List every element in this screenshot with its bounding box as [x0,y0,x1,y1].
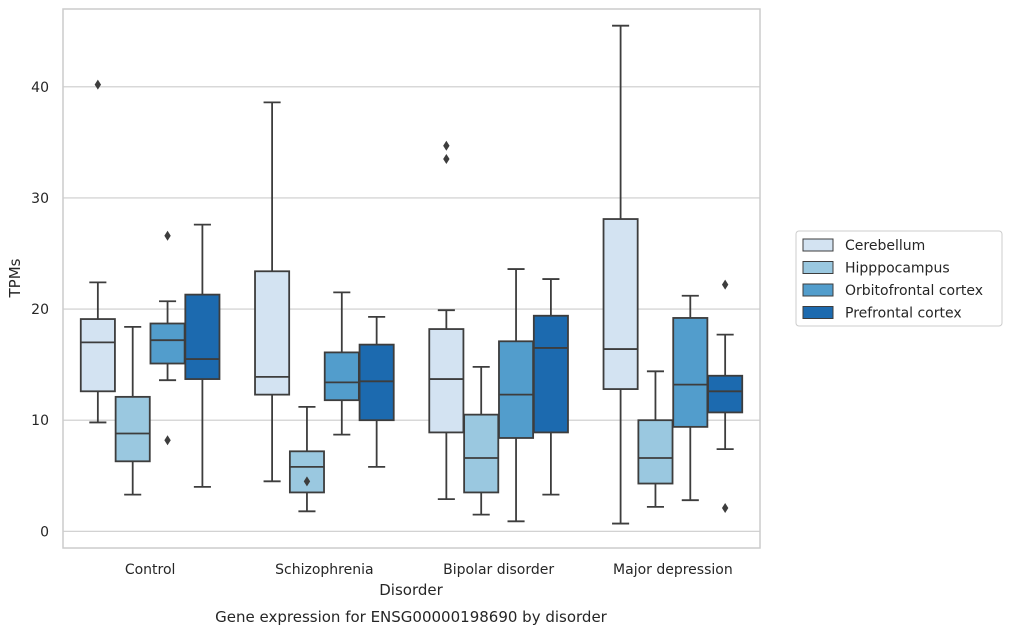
box-group [707,279,744,513]
box-iqr [149,322,186,365]
y-tick-label: 40 [31,80,49,96]
outlier-point [721,279,729,290]
x-axis-label: Disorder [379,581,443,599]
box-iqr [707,374,744,414]
legend-label: Hipppocampus [845,261,950,277]
box-iqr [79,318,116,393]
box-group [114,325,151,496]
grid-lines [63,86,760,532]
box-group [184,223,221,488]
box-group [428,140,465,501]
box-iqr [358,343,395,422]
x-tick-label: Schizophrenia [275,562,373,578]
box-group [498,268,535,523]
legend-swatch [802,261,834,274]
box-iqr [184,293,221,380]
y-tick-label: 0 [40,524,49,540]
box-iqr [254,270,291,396]
box-group [254,101,291,483]
outlier-point [303,476,311,487]
box-iqr [602,218,639,390]
box-iqr [463,413,500,494]
legend-swatch [802,306,834,319]
outlier-point [164,435,171,446]
legend: Cerebellum Hipppocampus Orbitofrontal cort… [795,230,1003,327]
box-group [79,79,116,424]
y-tick-label: 30 [31,191,49,207]
box-group [602,24,639,525]
box-iqr [114,395,151,463]
box-iqr [532,314,569,434]
x-tick-label: Major depression [613,562,733,578]
y-axis-label: TPMs [6,258,24,298]
x-tick-label: Bipolar disorder [443,562,554,578]
legend-swatch [802,238,834,252]
chart-title: Gene expression for ENSG00000198690 by d… [215,608,608,626]
y-tick-label: 20 [31,302,49,318]
box-group [532,278,569,496]
legend-label: Cerebellum [845,238,925,254]
box-group [358,315,395,468]
box-iqr [428,328,465,434]
y-tick-labels: 0 10 20 30 40 [31,80,49,541]
legend-label: Orbitofrontal cortex [845,283,983,299]
boxes [79,24,744,525]
outlier-point [164,230,171,241]
box-group [463,365,500,516]
box-iqr [672,317,709,428]
legend-label: Prefrontal cortex [845,306,962,322]
box-group [288,405,325,513]
legend-frame [795,230,1003,327]
box-group [637,370,674,508]
x-tick-labels: Control Schizophrenia Bipolar disorder Majo… [125,562,733,578]
plot-border [62,8,761,549]
legend-items: Cerebellum Hipppocampus Orbitofrontal cort… [802,238,983,322]
outlier-point [721,502,729,513]
x-tick-label: Control [125,562,176,578]
outlier-point [443,140,450,151]
box-group [672,294,709,502]
box-iqr [498,340,535,439]
outlier-point [443,154,450,165]
y-tick-label: 10 [31,413,49,429]
legend-swatch [802,283,834,297]
box-iqr [323,351,360,402]
outlier-point [94,79,102,90]
box-iqr [637,419,674,485]
